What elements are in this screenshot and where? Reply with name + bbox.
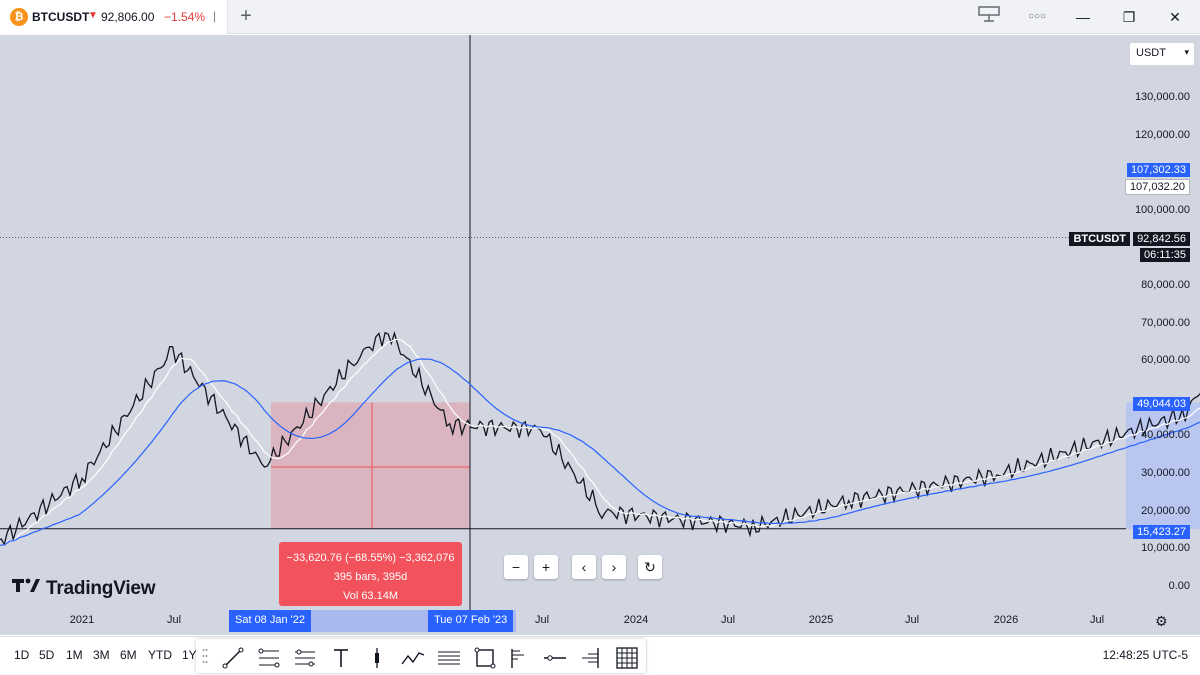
price-axis-label: 120,000.00 xyxy=(1134,128,1190,141)
grid-tool-icon[interactable] xyxy=(612,644,642,672)
symbol-badge: BTCUSDT xyxy=(1069,232,1130,246)
path-tool-icon[interactable] xyxy=(398,644,428,672)
fib-tool-icon[interactable] xyxy=(254,644,284,672)
time-label-jul-2023: Jul xyxy=(534,614,550,626)
tradingview-logo-icon xyxy=(12,578,40,592)
price-axis-label: 10,000.00 xyxy=(1141,542,1190,555)
clock: 12:48:25 UTC-5 xyxy=(1102,648,1188,662)
price-axis-label: 0.00 xyxy=(1168,579,1190,592)
price-axis-label: 100,000.00 xyxy=(1134,203,1190,216)
bitcoin-icon: ₿ xyxy=(10,8,28,26)
down-arrow-icon: ▼ xyxy=(88,10,98,21)
price-axis-label: 40,000.00 xyxy=(1141,429,1190,442)
drawing-toolbar xyxy=(196,639,646,673)
line-tool-icon[interactable] xyxy=(218,644,248,672)
chart-area[interactable]: USDT ▾ 130,000.00 120,000.00 100,000.00 80,… xyxy=(0,35,1200,635)
cursor-tool-icon[interactable] xyxy=(362,644,392,672)
scroll-left-button[interactable]: ‹ xyxy=(572,555,596,579)
anchor-tool-icon[interactable] xyxy=(576,644,606,672)
time-label-2026: 2026 xyxy=(993,614,1019,626)
restore-button[interactable]: ❐ xyxy=(1122,9,1136,25)
channel-tool-icon[interactable] xyxy=(290,644,320,672)
more-icon[interactable]: ○○○ xyxy=(1027,11,1047,22)
measure-rectangle xyxy=(271,402,470,529)
scroll-right-button[interactable]: › xyxy=(602,555,626,579)
start-date-label: Sat 08 Jan '22 xyxy=(229,610,311,632)
symbol-tab[interactable]: ₿ BTCUSDT ▼ 92,806.00 −1.54% | xyxy=(0,0,228,34)
tab-symbol: BTCUSDT xyxy=(32,10,90,24)
horizontal-line-icon[interactable] xyxy=(540,644,570,672)
time-label-jul-2024: Jul xyxy=(720,614,736,626)
brand-name: TradingView xyxy=(46,578,156,599)
bottom-toolbar: 1D 5D 1M 3M 6M YTD 1Y 12:48:25 UTC-5 xyxy=(0,636,1200,675)
price-range-highlight xyxy=(1126,402,1200,529)
settings-gear-icon[interactable]: ⚙ xyxy=(1155,613,1168,629)
price-axis-label: 20,000.00 xyxy=(1141,504,1190,517)
measure-volume: Vol 63.14M xyxy=(342,590,399,602)
close-button[interactable]: ✕ xyxy=(1169,9,1181,25)
chevron-down-icon: ▾ xyxy=(1184,47,1189,57)
tab-price: 92,806.00 xyxy=(101,10,155,24)
new-tab-button[interactable]: + xyxy=(240,5,252,27)
measure-bars: 395 bars, 395d xyxy=(333,571,408,583)
price-axis-label: 30,000.00 xyxy=(1141,467,1190,479)
timeframe-1d[interactable]: 1D xyxy=(14,648,30,662)
timeframe-3m[interactable]: 3M xyxy=(93,648,110,662)
measure-tooltip: −33,620.76 (−68.55%) −3,362,076 395 bars… xyxy=(279,542,462,606)
tab-separator: | xyxy=(213,9,217,23)
timeframe-6m[interactable]: 6M xyxy=(120,648,137,662)
timeframe-1y[interactable]: 1Y xyxy=(182,648,197,662)
range-top-badge: 49,044.03 xyxy=(1133,397,1190,411)
layout-icon[interactable] xyxy=(976,6,1002,28)
ruler-tool-icon[interactable] xyxy=(504,644,534,672)
time-label-jul-2025: Jul xyxy=(904,614,920,626)
currency-select[interactable]: USDT ▾ xyxy=(1129,42,1195,66)
reset-chart-button[interactable]: ↻ xyxy=(638,555,662,579)
currency-label: USDT xyxy=(1136,47,1166,59)
last-price-badge: 92,842.56 xyxy=(1133,232,1190,246)
ma-fast-line xyxy=(0,338,1200,547)
lines-tool-icon[interactable] xyxy=(434,644,464,672)
time-label-2024: 2024 xyxy=(623,614,649,626)
time-label-2021: 2021 xyxy=(69,614,95,626)
price-axis-label: 80,000.00 xyxy=(1141,279,1190,291)
price-chart[interactable] xyxy=(0,35,1200,635)
ma-white-badge: 107,032.20 xyxy=(1124,179,1190,195)
zoom-out-button[interactable]: − xyxy=(504,555,528,579)
minimize-button[interactable]: — xyxy=(1076,9,1090,25)
drag-handle-icon[interactable] xyxy=(202,647,208,665)
timeframe-1m[interactable]: 1M xyxy=(66,648,83,662)
price-axis-label: 60,000.00 xyxy=(1141,354,1190,367)
timeframe-ytd[interactable]: YTD xyxy=(148,648,172,662)
time-label-2025: 2025 xyxy=(808,614,834,626)
timeframe-5d[interactable]: 5D xyxy=(39,648,55,662)
price-axis-label: 70,000.00 xyxy=(1141,316,1190,329)
ma-blue-badge: 107,302.33 xyxy=(1126,163,1190,177)
range-bottom-badge: 15,423.27 xyxy=(1133,525,1190,539)
countdown-badge: 06:11:35 xyxy=(1139,248,1190,262)
title-bar: ₿ BTCUSDT ▼ 92,806.00 −1.54% | + ○○○ — ❐… xyxy=(0,0,1200,34)
price-series-line xyxy=(0,330,1200,547)
ma-slow-line xyxy=(0,358,1200,547)
tab-change: −1.54% xyxy=(164,10,206,24)
price-axis-label: 130,000.00 xyxy=(1134,91,1190,103)
zoom-in-button[interactable]: + xyxy=(534,555,558,579)
time-label-jul-2026: Jul xyxy=(1089,614,1105,626)
time-label-jul-2021: Jul xyxy=(166,614,182,626)
rectangle-tool-icon[interactable] xyxy=(470,644,500,672)
text-tool-icon[interactable] xyxy=(326,644,356,672)
measure-change: −33,620.76 (−68.55%) −3,362,076 xyxy=(286,552,455,564)
end-date-label: Tue 07 Feb '23 xyxy=(428,610,514,632)
